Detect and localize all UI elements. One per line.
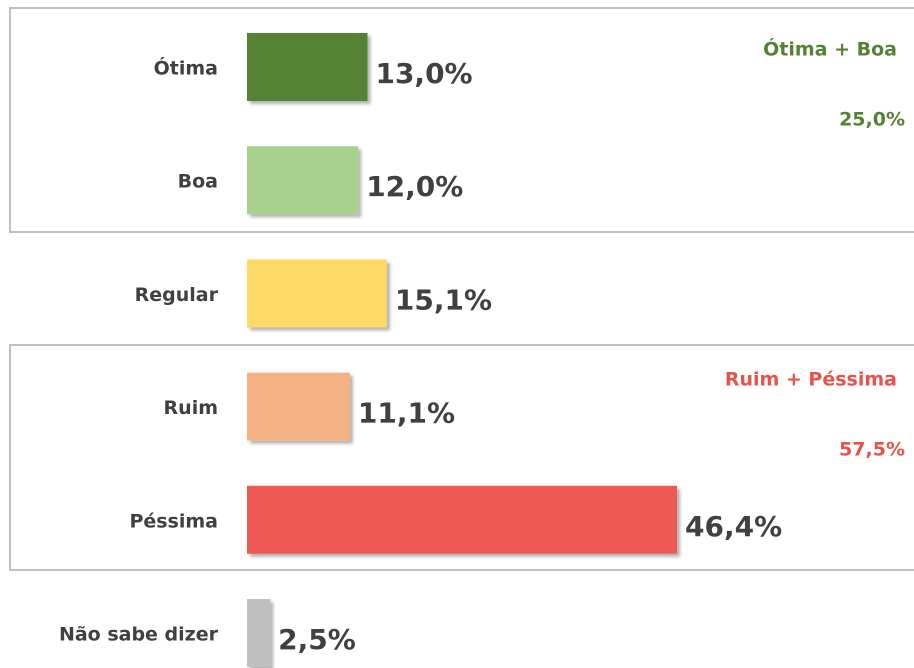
group-box: [9, 7, 914, 233]
group-total: 25,0%: [839, 109, 905, 131]
value-label: 12,0%: [366, 170, 463, 203]
value-label: 11,1%: [358, 397, 455, 430]
value-label: 2,5%: [278, 623, 356, 656]
category-label: Ruim: [164, 397, 218, 419]
value-label: 46,4%: [685, 510, 782, 543]
bar: [247, 33, 368, 101]
category-label: Regular: [135, 284, 219, 306]
category-label: Ótima: [154, 56, 218, 80]
bar: [247, 599, 271, 667]
group-box: [9, 344, 914, 571]
group-title: Ruim + Péssima: [725, 369, 897, 391]
category-label: Não sabe dizer: [59, 624, 219, 646]
bar: [247, 485, 677, 554]
value-label: 13,0%: [375, 57, 472, 90]
category-label: Péssima: [129, 510, 218, 532]
group-title: Ótima + Boa: [763, 37, 897, 61]
bar: [247, 146, 359, 215]
bar: [247, 259, 387, 328]
category-label: Boa: [178, 171, 218, 193]
bar: [247, 372, 350, 441]
group-total: 57,5%: [839, 439, 905, 461]
value-label: 15,1%: [395, 283, 492, 316]
